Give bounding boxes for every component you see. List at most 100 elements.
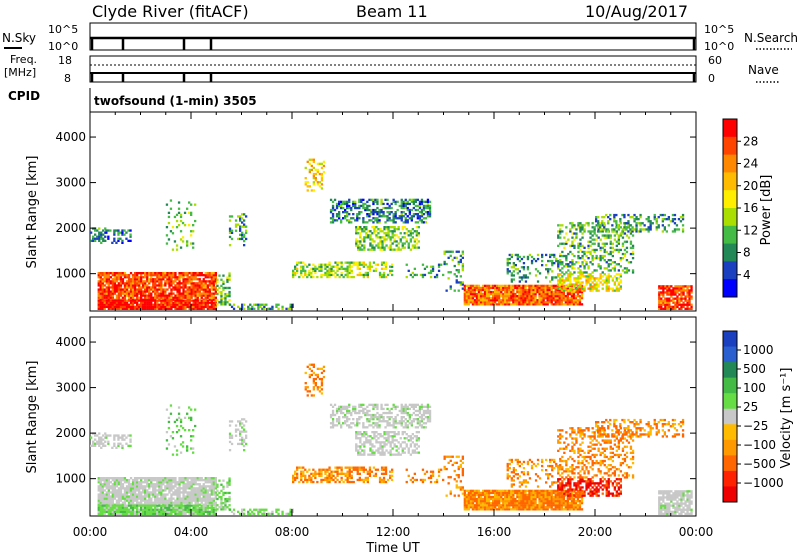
data-cell <box>122 507 124 509</box>
data-cell <box>150 278 152 280</box>
data-cell <box>421 221 423 223</box>
data-cell <box>193 276 195 278</box>
data-cell <box>201 502 203 504</box>
data-cell <box>100 505 102 507</box>
data-cell <box>660 302 662 304</box>
data-cell <box>142 286 144 288</box>
data-cell <box>193 481 195 483</box>
data-cell <box>448 251 450 253</box>
data-cell <box>116 276 118 278</box>
data-cell <box>124 489 126 491</box>
data-cell <box>349 270 351 272</box>
data-cell <box>353 262 355 264</box>
data-cell <box>668 293 670 295</box>
data-cell <box>211 509 213 511</box>
data-cell <box>110 481 112 483</box>
data-cell <box>233 304 235 306</box>
data-cell <box>488 287 490 289</box>
data-cell <box>674 228 676 230</box>
data-cell <box>393 217 395 219</box>
data-cell <box>226 484 228 486</box>
data-cell <box>538 285 540 287</box>
data-cell <box>682 306 684 308</box>
data-cell <box>132 487 134 489</box>
data-cell <box>130 513 132 515</box>
data-cell <box>195 306 197 308</box>
data-cell <box>690 289 692 291</box>
data-cell <box>545 254 547 256</box>
data-cell <box>114 479 116 481</box>
data-cell <box>130 284 132 286</box>
data-cell <box>573 232 575 234</box>
data-cell <box>108 509 110 511</box>
data-cell <box>518 297 520 299</box>
data-cell <box>207 284 209 286</box>
data-cell <box>114 489 116 491</box>
data-cell <box>383 247 385 249</box>
data-cell <box>156 308 158 310</box>
data-cell <box>220 508 222 510</box>
data-cell <box>201 306 203 308</box>
data-cell <box>421 201 423 203</box>
data-cell <box>512 287 514 289</box>
data-cell <box>583 259 585 261</box>
data-cell <box>520 293 522 295</box>
data-cell <box>381 240 383 242</box>
data-cell <box>216 508 218 510</box>
data-cell <box>180 507 182 509</box>
data-cell <box>662 224 664 226</box>
data-cell <box>178 274 180 276</box>
data-cell <box>502 303 504 305</box>
data-cell <box>263 306 265 308</box>
data-cell <box>146 481 148 483</box>
data-cell <box>166 278 168 280</box>
data-cell <box>144 297 146 299</box>
data-cell <box>402 242 404 244</box>
data-cell <box>191 495 193 497</box>
data-cell <box>172 280 174 282</box>
data-cell <box>545 264 547 266</box>
data-cell <box>126 293 128 295</box>
data-cell <box>170 479 172 481</box>
data-cell <box>427 199 429 201</box>
data-cell <box>377 236 379 238</box>
data-cell <box>553 303 555 305</box>
data-cell <box>616 249 618 251</box>
data-cell <box>166 234 168 236</box>
data-cell <box>156 511 158 513</box>
data-cell <box>559 277 561 279</box>
data-cell <box>201 507 203 509</box>
data-cell <box>118 481 120 483</box>
data-cell <box>371 249 373 251</box>
data-cell <box>132 286 134 288</box>
data-cell <box>429 215 431 217</box>
data-cell <box>243 429 245 431</box>
data-cell <box>154 288 156 290</box>
data-cell <box>389 219 391 221</box>
data-cell <box>154 495 156 497</box>
data-cell <box>136 280 138 282</box>
data-cell <box>189 500 191 502</box>
data-cell <box>174 509 176 511</box>
data-cell <box>241 238 243 240</box>
data-cell <box>604 267 606 269</box>
data-cell <box>108 286 110 288</box>
data-cell <box>330 221 332 223</box>
data-cell <box>514 301 516 303</box>
data-cell <box>213 299 215 301</box>
data-cell <box>111 447 113 449</box>
data-cell <box>561 295 563 297</box>
data-cell <box>156 274 158 276</box>
data-cell <box>243 509 245 511</box>
data-cell <box>597 216 599 218</box>
data-cell <box>241 304 243 306</box>
data-cell <box>375 270 377 272</box>
data-cell <box>216 289 218 291</box>
data-cell <box>182 288 184 290</box>
data-cell <box>672 214 674 216</box>
data-cell <box>567 277 569 279</box>
data-cell <box>369 268 371 270</box>
data-cell <box>381 230 383 232</box>
data-cell <box>128 282 130 284</box>
data-cell <box>318 268 320 270</box>
